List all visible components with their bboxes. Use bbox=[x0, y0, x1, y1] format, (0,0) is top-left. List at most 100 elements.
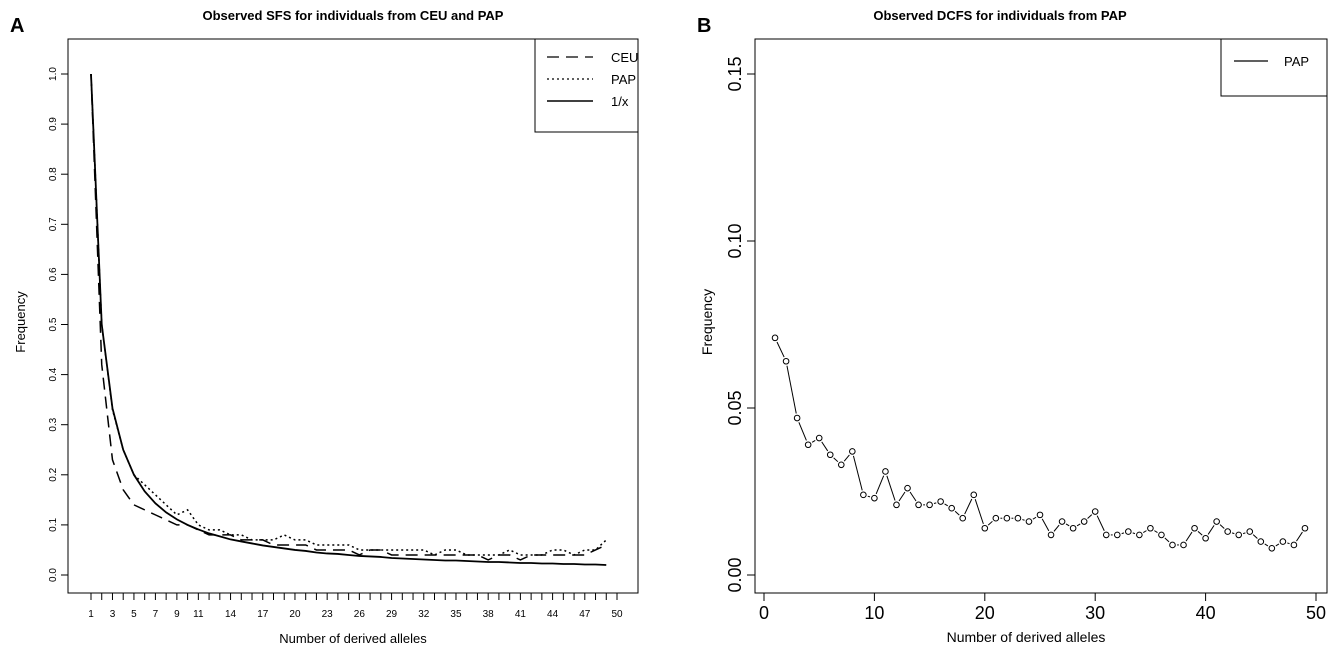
panel-a-y-tick-label: 0.8 bbox=[48, 167, 59, 181]
panel-b-data-point bbox=[1257, 538, 1265, 545]
panel-b-x-tick-label: 20 bbox=[975, 603, 995, 623]
panel-a-y-tick-label: 0.1 bbox=[48, 518, 59, 532]
panel-b-data-point bbox=[926, 501, 933, 509]
panel-b-data-point bbox=[837, 461, 845, 469]
panel-a-x-tick-label: 41 bbox=[515, 609, 527, 620]
panel-b-series-segment bbox=[974, 499, 984, 525]
panel-b-data-point bbox=[782, 357, 790, 365]
panel-b-series-segment bbox=[843, 454, 850, 462]
panel-b-x-tick-label: 40 bbox=[1196, 603, 1216, 623]
panel-b-data-point bbox=[1290, 541, 1298, 549]
panel-b-series-segment bbox=[909, 491, 917, 502]
panel-b-series-segment bbox=[1041, 518, 1050, 532]
panel-b-series-segment bbox=[1287, 542, 1290, 545]
panel-b-data-point bbox=[1268, 544, 1276, 552]
panel-b-data-point bbox=[849, 448, 856, 455]
panel-a-x-tick-label: 3 bbox=[110, 609, 116, 620]
panel-b-data-point bbox=[992, 514, 1000, 522]
panel-a-plot-frame bbox=[67, 38, 639, 594]
panel-a-x-tick-label: 44 bbox=[547, 609, 559, 620]
panel-b-legend: PAP bbox=[1220, 38, 1328, 97]
panel-b-data-point bbox=[1180, 541, 1187, 549]
panel-a-x-tick-label: 26 bbox=[354, 609, 366, 620]
panel-b-series-segment bbox=[1143, 530, 1147, 533]
panel-b-data-point bbox=[1058, 518, 1066, 525]
panel-a-y-axis-label: Frequency bbox=[13, 291, 28, 353]
panel-b-data-point bbox=[882, 468, 889, 475]
panel-b-data-point bbox=[1213, 518, 1220, 525]
panel-b-series-segment bbox=[1264, 543, 1269, 547]
panel-b-title: Observed DCFS for individuals from PAP bbox=[873, 8, 1127, 23]
panel-a-x-tick-label: 38 bbox=[483, 609, 495, 620]
panel-b-data-point bbox=[1246, 528, 1254, 535]
panel-a-x-tick-label: 9 bbox=[174, 609, 180, 620]
panel-a-x-tick-label: 17 bbox=[257, 609, 269, 620]
panel-b-series-segment bbox=[1053, 524, 1060, 532]
panel-b-data-point bbox=[1003, 514, 1011, 522]
panel-a-x-tick-label: 5 bbox=[131, 609, 137, 620]
panel-b-series-segment bbox=[833, 457, 839, 463]
panel-b-x-tick-label: 30 bbox=[1085, 603, 1105, 623]
panel-a-series-1x bbox=[90, 73, 607, 566]
panel-a-x-tick-label: 1 bbox=[88, 609, 94, 620]
panel-b-data-point bbox=[1158, 531, 1165, 539]
panel-a-x-tick-label: 35 bbox=[450, 609, 462, 620]
panel-b-data-point bbox=[1202, 534, 1209, 542]
panel-b-y-tick-label: 0.05 bbox=[725, 390, 745, 425]
panel-b-series-segment bbox=[1197, 530, 1203, 536]
panel-b-data-point bbox=[793, 414, 801, 422]
panel-b-x-tick-label: 0 bbox=[759, 603, 769, 623]
panel-a-x-tick-label: 32 bbox=[418, 609, 430, 620]
panel-b-y-axis-label: Frequency bbox=[699, 289, 715, 355]
panel-b-data-point bbox=[1113, 531, 1121, 539]
panel-b-series-segment bbox=[1296, 531, 1303, 542]
panel-b-series-segment bbox=[1231, 532, 1235, 535]
panel-b-data-point bbox=[815, 434, 823, 442]
panel-b-series-segment bbox=[898, 491, 906, 502]
panel-b-series-segment bbox=[1185, 531, 1193, 542]
panel-a-x-tick-label: 14 bbox=[225, 609, 237, 620]
panel-b-data-point bbox=[959, 514, 967, 522]
panel-b-x-tick-label: 50 bbox=[1306, 603, 1326, 623]
panel-b-series-segment bbox=[1087, 514, 1093, 519]
panel-b-series-segment bbox=[1154, 530, 1158, 533]
panel-a-legend-box bbox=[534, 38, 639, 133]
panel-a-y-tick-label: 0.4 bbox=[48, 367, 59, 381]
panel-b-series-segment bbox=[886, 475, 896, 501]
panel-b-series-segment bbox=[987, 520, 993, 526]
panel-b-series-segment bbox=[776, 341, 785, 358]
panel-b-x-tick-label: 10 bbox=[864, 603, 884, 623]
panel-b-series-segment bbox=[954, 510, 960, 516]
panel-b-series-segment bbox=[1032, 516, 1037, 520]
panel-b-series-segment bbox=[1207, 525, 1215, 535]
panel-b-y-tick-label: 0.15 bbox=[725, 56, 745, 91]
panel-b-data-point bbox=[771, 334, 779, 342]
panel-a-x-tick-label: 29 bbox=[386, 609, 398, 620]
panel-b-series-segment bbox=[852, 455, 863, 491]
panel-b-data-point bbox=[915, 501, 922, 509]
panel-a-y-tick-label: 1.0 bbox=[48, 67, 59, 81]
panel-a-x-axis-label: Number of derived alleles bbox=[279, 631, 427, 646]
panel-a-x-tick-label: 47 bbox=[579, 609, 591, 620]
panel-b-y-tick-label: 0.10 bbox=[725, 223, 745, 258]
panel-b-data-point bbox=[904, 484, 911, 492]
panel-b-series-segment bbox=[1096, 515, 1105, 531]
panel-b-data-point bbox=[1080, 518, 1088, 525]
panel-b-data-point bbox=[1102, 531, 1110, 539]
panel-a-legend-label: PAP bbox=[611, 72, 636, 87]
panel-a-y-tick-label: 0.0 bbox=[48, 568, 59, 582]
panel-b-series-segment bbox=[821, 441, 829, 452]
panel-a-y-tick-label: 0.7 bbox=[48, 217, 59, 231]
panel-a-letter: A bbox=[10, 15, 24, 37]
panel-b-data-point bbox=[826, 451, 834, 459]
panel-a-y-tick-label: 0.2 bbox=[48, 467, 59, 481]
panel-b-series-segment bbox=[944, 503, 948, 507]
panel-b-data-point bbox=[804, 441, 812, 449]
panel-a-legend: CEU PAP 1/x bbox=[534, 38, 639, 133]
panel-b-data-point bbox=[1091, 508, 1099, 515]
panel-a-legend-label: 1/x bbox=[611, 94, 629, 109]
panel-b-data-point bbox=[981, 524, 989, 532]
panel-b-data-point bbox=[1025, 518, 1033, 525]
panel-a-x-tick-label: 20 bbox=[289, 609, 301, 620]
